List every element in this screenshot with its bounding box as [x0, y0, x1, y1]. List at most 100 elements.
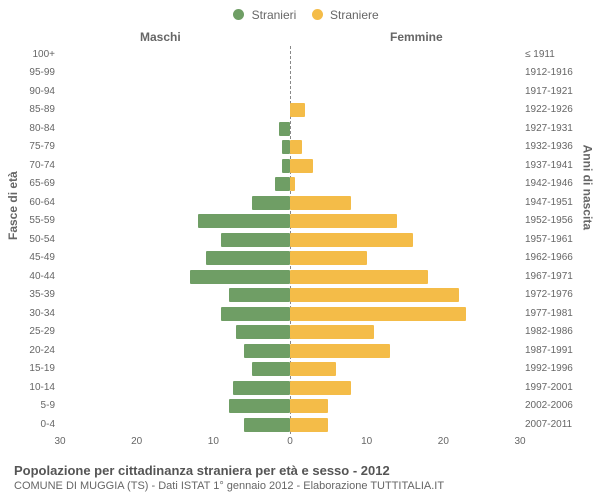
age-label: 20-24 — [15, 342, 55, 360]
x-tick: 0 — [275, 436, 305, 447]
legend-label-female: Straniere — [330, 8, 379, 22]
bar-male — [275, 177, 290, 191]
age-label: 25-29 — [15, 323, 55, 341]
bar-female — [290, 307, 466, 321]
bar-female — [290, 177, 295, 191]
bar-female — [290, 381, 351, 395]
bar-male — [229, 288, 290, 302]
birth-year-label: 1982-1986 — [525, 323, 595, 341]
x-tick: 10 — [352, 436, 382, 447]
bar-female — [290, 270, 428, 284]
bar-male — [233, 381, 291, 395]
age-label: 80-84 — [15, 120, 55, 138]
bar-male — [206, 251, 290, 265]
legend-swatch-male — [233, 9, 244, 20]
age-label: 50-54 — [15, 231, 55, 249]
age-label: 35-39 — [15, 286, 55, 304]
age-label: 5-9 — [15, 397, 55, 415]
population-pyramid: 100+≤ 191195-991912-191690-941917-192185… — [60, 46, 520, 434]
age-label: 75-79 — [15, 138, 55, 156]
x-tick: 30 — [505, 436, 535, 447]
bar-male — [279, 122, 291, 136]
x-tick: 30 — [45, 436, 75, 447]
chart-title: Popolazione per cittadinanza straniera p… — [14, 462, 584, 480]
bar-female — [290, 344, 390, 358]
bar-female — [290, 418, 328, 432]
bar-female — [290, 362, 336, 376]
age-label: 90-94 — [15, 83, 55, 101]
bar-female — [290, 399, 328, 413]
pyramid-row: 10-141997-2001 — [60, 379, 520, 397]
pyramid-row: 60-641947-1951 — [60, 194, 520, 212]
pyramid-row: 65-691942-1946 — [60, 175, 520, 193]
pyramid-row: 95-991912-1916 — [60, 64, 520, 82]
birth-year-label: 2007-2011 — [525, 416, 595, 434]
x-tick: 20 — [122, 436, 152, 447]
birth-year-label: 2002-2006 — [525, 397, 595, 415]
bar-female — [290, 196, 351, 210]
age-label: 60-64 — [15, 194, 55, 212]
age-label: 65-69 — [15, 175, 55, 193]
birth-year-label: 1932-1936 — [525, 138, 595, 156]
bar-female — [290, 140, 302, 154]
age-label: 85-89 — [15, 101, 55, 119]
age-label: 100+ — [15, 46, 55, 64]
bar-male — [221, 233, 290, 247]
pyramid-row: 55-591952-1956 — [60, 212, 520, 230]
birth-year-label: 1952-1956 — [525, 212, 595, 230]
bar-female — [290, 233, 413, 247]
column-header-male: Maschi — [140, 30, 181, 44]
bar-female — [290, 251, 367, 265]
bar-male — [198, 214, 290, 228]
legend-label-male: Stranieri — [252, 8, 297, 22]
pyramid-row: 40-441967-1971 — [60, 268, 520, 286]
pyramid-row: 30-341977-1981 — [60, 305, 520, 323]
age-label: 45-49 — [15, 249, 55, 267]
chart-subtitle: COMUNE DI MUGGIA (TS) - Dati ISTAT 1° ge… — [14, 479, 584, 494]
birth-year-label: 1917-1921 — [525, 83, 595, 101]
birth-year-label: 1977-1981 — [525, 305, 595, 323]
legend-swatch-female — [312, 9, 323, 20]
birth-year-label: 1997-2001 — [525, 379, 595, 397]
bar-male — [236, 325, 290, 339]
bar-male — [244, 418, 290, 432]
age-label: 10-14 — [15, 379, 55, 397]
birth-year-label: 1987-1991 — [525, 342, 595, 360]
birth-year-label: 1927-1931 — [525, 120, 595, 138]
chart-footer: Popolazione per cittadinanza straniera p… — [14, 462, 584, 494]
pyramid-row: 50-541957-1961 — [60, 231, 520, 249]
bar-male — [229, 399, 290, 413]
age-label: 55-59 — [15, 212, 55, 230]
age-label: 70-74 — [15, 157, 55, 175]
pyramid-row: 15-191992-1996 — [60, 360, 520, 378]
pyramid-row: 35-391972-1976 — [60, 286, 520, 304]
birth-year-label: 1967-1971 — [525, 268, 595, 286]
bar-male — [221, 307, 290, 321]
x-axis: 3020100102030 — [60, 434, 520, 454]
pyramid-row: 85-891922-1926 — [60, 101, 520, 119]
pyramid-row: 45-491962-1966 — [60, 249, 520, 267]
bar-female — [290, 159, 313, 173]
birth-year-label: ≤ 1911 — [525, 46, 595, 64]
legend: Stranieri Straniere — [0, 8, 600, 22]
bar-male — [190, 270, 290, 284]
column-header-female: Femmine — [390, 30, 443, 44]
bar-female — [290, 288, 459, 302]
pyramid-row: 5-92002-2006 — [60, 397, 520, 415]
pyramid-row: 0-42007-2011 — [60, 416, 520, 434]
pyramid-row: 75-791932-1936 — [60, 138, 520, 156]
birth-year-label: 1937-1941 — [525, 157, 595, 175]
birth-year-label: 1962-1966 — [525, 249, 595, 267]
bar-female — [290, 214, 397, 228]
birth-year-label: 1972-1976 — [525, 286, 595, 304]
bar-female — [290, 103, 305, 117]
x-tick: 10 — [198, 436, 228, 447]
pyramid-row: 20-241987-1991 — [60, 342, 520, 360]
birth-year-label: 1922-1926 — [525, 101, 595, 119]
birth-year-label: 1947-1951 — [525, 194, 595, 212]
age-label: 30-34 — [15, 305, 55, 323]
pyramid-row: 90-941917-1921 — [60, 83, 520, 101]
pyramid-row: 80-841927-1931 — [60, 120, 520, 138]
bar-male — [244, 344, 290, 358]
age-label: 40-44 — [15, 268, 55, 286]
